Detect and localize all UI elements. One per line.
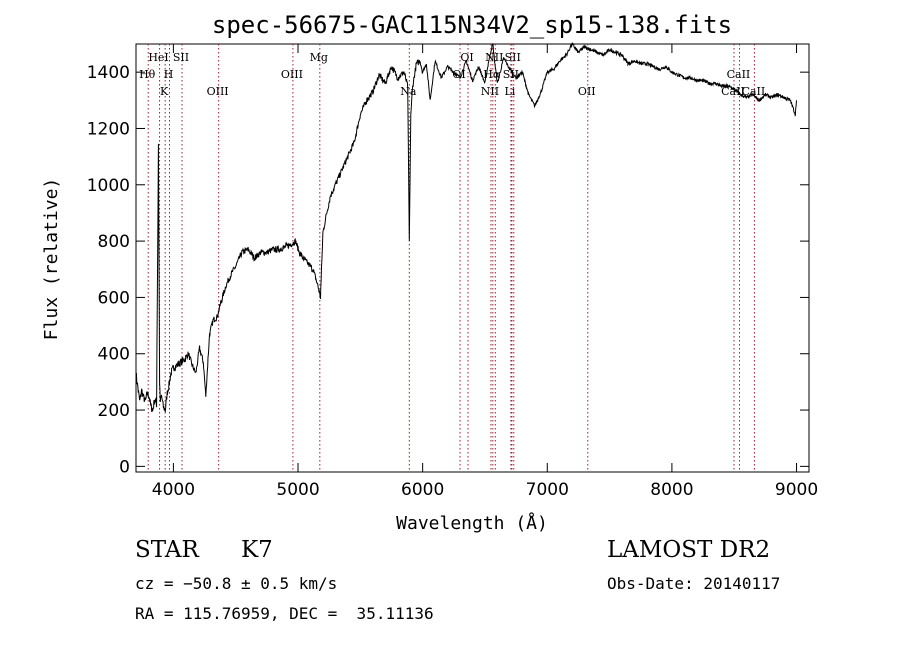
line-label-10: OI [460, 51, 473, 64]
y-tick-label-7: 1400 [87, 63, 130, 83]
x-tick-label-0: 4000 [152, 480, 195, 500]
coordinates-text: RA = 115.76959, DEC = 35.11136 [135, 604, 434, 623]
spectrum-line [135, 42, 797, 414]
line-label-7: Mg [310, 51, 328, 64]
y-tick-label-2: 400 [98, 345, 130, 365]
spectral-line-markers [147, 44, 755, 472]
plot-frame [135, 43, 810, 473]
x-tick-label-2: 6000 [401, 480, 444, 500]
x-tick-label-5: 9000 [775, 480, 818, 500]
axis-ticks: 4000 5000 6000 7000 8000 9000 0 200 400 600 800 100… [87, 44, 818, 500]
line-label-20: CaII [742, 85, 766, 98]
line-label-8: Na [400, 85, 417, 98]
x-tick-label-3: 7000 [526, 480, 569, 500]
line-label-14: SII [503, 68, 519, 81]
spectral-line-labels: HθHeIKHSIIOIIIOIIIMgNaOIOINIIHαNIISIISII… [139, 51, 765, 98]
object-class-label: STAR [135, 537, 199, 563]
line-label-6: OIII [281, 68, 303, 81]
line-label-1: HeI [148, 51, 168, 64]
chart-title: spec-56675-GAC115N34V2_sp15-138.fits [212, 11, 732, 39]
line-label-3: H [164, 68, 174, 81]
line-label-15: SII [505, 51, 521, 64]
x-axis-label: Wavelength (Å) [396, 512, 548, 534]
plot-border [135, 43, 810, 473]
y-tick-label-3: 600 [98, 288, 130, 308]
y-tick-label-1: 200 [98, 401, 130, 421]
line-label-0: Hθ [139, 68, 156, 81]
line-label-17: OII [578, 85, 596, 98]
y-tick-label-6: 1200 [87, 119, 130, 139]
line-label-4: SII [173, 51, 189, 64]
spectrum-series [135, 42, 797, 414]
line-label-5: OIII [207, 85, 229, 98]
object-subclass-label: K7 [241, 537, 273, 563]
x-tick-label-1: 5000 [276, 480, 319, 500]
y-axis-label: Flux (relative) [41, 178, 62, 341]
obs-date-text: Obs-Date: 20140117 [607, 574, 781, 593]
line-label-16: Li [504, 85, 515, 98]
line-label-11: NII [481, 85, 499, 98]
y-tick-label-0: 0 [119, 457, 130, 477]
x-tick-label-4: 8000 [650, 480, 693, 500]
line-label-2: K [160, 85, 169, 98]
y-tick-label-4: 800 [98, 232, 130, 252]
y-tick-label-5: 1000 [87, 176, 130, 196]
survey-label: LAMOST DR2 [607, 537, 771, 563]
line-label-19: CaII [727, 68, 751, 81]
redshift-text: cz = −50.8 ± 0.5 km/s [135, 574, 338, 593]
